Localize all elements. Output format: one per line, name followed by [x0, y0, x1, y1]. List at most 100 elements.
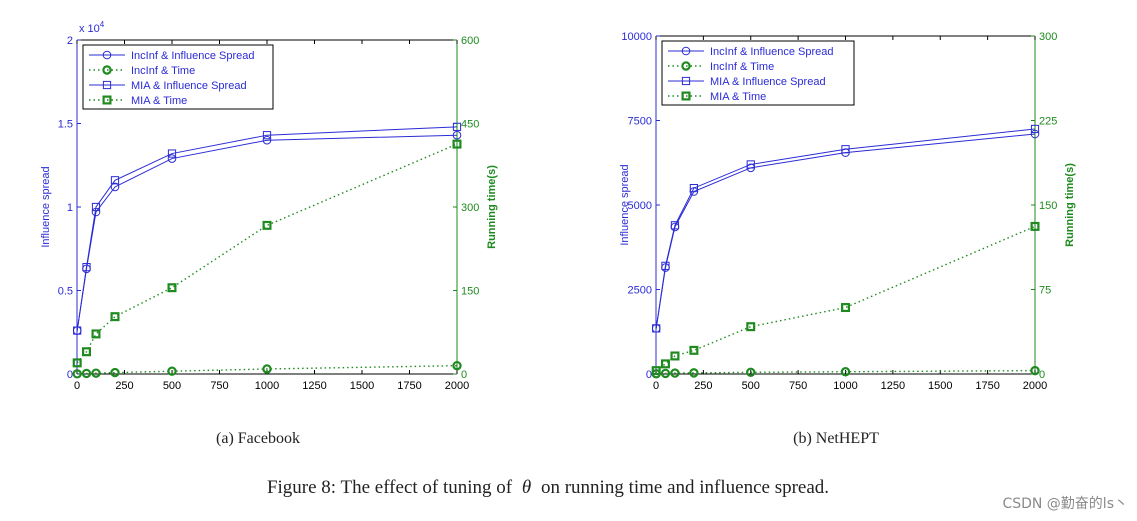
data-point — [91, 202, 101, 212]
data-point — [452, 139, 462, 149]
legend-marker — [681, 91, 691, 101]
x-tick-label: 1750 — [397, 380, 421, 392]
data-point — [81, 347, 91, 357]
data-point — [1030, 129, 1040, 139]
y-right-axis-label: Running time(s) — [1064, 163, 1076, 247]
series-line — [656, 369, 1036, 375]
series-incinf-influence-spread — [651, 129, 1040, 333]
data-point — [670, 221, 680, 230]
data-point — [746, 160, 755, 169]
data-point — [670, 368, 680, 378]
data-point — [660, 359, 670, 369]
series-mia-influence-spread — [73, 122, 462, 335]
data-point — [689, 368, 699, 378]
y-left-tick-label: 10000 — [621, 31, 652, 43]
series-line — [655, 225, 1036, 372]
legend-label: MIA & Time — [710, 91, 766, 103]
y-right-tick-label: 450 — [461, 119, 479, 131]
x-tick-label: 2000 — [1023, 380, 1047, 392]
legend-label: IncInf & Influence Spread — [710, 46, 834, 58]
chart-facebook: 0 250 500 750 1000 1250 1500 1750 200000.511.520… — [40, 20, 498, 392]
data-point — [262, 364, 272, 374]
y-right-tick-label: 150 — [1039, 200, 1057, 212]
series-incinf-influence-spread — [72, 130, 462, 335]
legend-label: MIA & Influence Spread — [710, 76, 826, 88]
y-left-tick-label: 0.5 — [58, 286, 73, 298]
x-tick-label: 1000 — [255, 380, 279, 392]
data-point — [167, 366, 177, 376]
legend-marker — [681, 46, 691, 56]
figure-caption-suffix: on running time and influence spread. — [541, 477, 829, 498]
watermark: CSDN @勤奋的ls丶 — [1002, 496, 1128, 512]
y-left-tick-label: 1 — [67, 202, 73, 214]
x-tick-label: 500 — [163, 380, 181, 392]
legend: IncInf & Influence Spread IncInf & Time MI… — [82, 44, 274, 110]
legend-marker — [102, 65, 112, 75]
y-left-tick-label: 1.5 — [58, 119, 73, 131]
data-point — [91, 368, 101, 378]
subcaption-nethept: (b) NetHEPT — [793, 430, 879, 447]
legend-label: MIA & Time — [131, 95, 187, 107]
x-tick-label: 750 — [210, 380, 228, 392]
data-point — [110, 182, 120, 192]
chart-nethept: 0 250 500 750 1000 1250 1500 1750 20000250050007… — [619, 31, 1076, 392]
y-right-axis-label: Running time(s) — [486, 165, 498, 249]
y-left-tick-label: 2500 — [628, 285, 652, 297]
x-tick-label: 1500 — [928, 380, 952, 392]
figure-caption: Figure 8: The effect of tuning of θ on r… — [267, 477, 829, 498]
x-tick-label: 250 — [694, 380, 712, 392]
y-right-tick-label: 225 — [1039, 116, 1057, 128]
data-point — [841, 145, 850, 154]
data-point — [73, 326, 82, 335]
data-point — [1030, 221, 1040, 231]
data-point — [660, 368, 671, 379]
data-point — [840, 303, 850, 313]
data-point — [1030, 124, 1040, 134]
y-left-tick-label: 2 — [67, 35, 73, 47]
x-tick-label: 2000 — [445, 380, 469, 392]
legend-label: IncInf & Time — [131, 65, 195, 77]
legend-box — [661, 40, 855, 106]
data-point — [72, 369, 82, 379]
x-tick-label: 0 — [653, 380, 659, 392]
x-tick-label: 500 — [742, 380, 760, 392]
series-line — [655, 128, 1036, 329]
y-left-tick-label: 7500 — [628, 116, 652, 128]
series-line — [76, 143, 458, 364]
series-line — [76, 134, 458, 331]
data-point — [82, 263, 91, 272]
data-point — [167, 283, 177, 293]
data-point — [91, 329, 101, 339]
y-left-multiplier-base: x 10 — [79, 23, 100, 35]
data-point — [452, 130, 462, 140]
data-point — [689, 184, 698, 193]
legend: IncInf & Influence Spread IncInf & Time MI… — [661, 40, 855, 106]
data-point — [452, 360, 462, 371]
y-right-tick-label: 300 — [461, 202, 479, 214]
x-tick-label: 750 — [789, 380, 807, 392]
legend-marker — [102, 95, 112, 105]
data-point — [840, 367, 851, 377]
data-point — [652, 324, 661, 333]
data-point — [746, 367, 756, 378]
figure-caption-symbol: θ — [522, 477, 531, 498]
data-point — [81, 368, 92, 379]
data-point — [651, 366, 661, 376]
figure-caption-prefix: Figure 8: The effect of tuning of — [267, 477, 513, 498]
data-point — [661, 261, 670, 270]
legend-label: IncInf & Time — [710, 61, 774, 73]
legend-marker — [102, 80, 112, 90]
series-line — [76, 126, 458, 331]
legend-marker — [681, 61, 691, 71]
y-left-axis-label: Influence spread — [619, 164, 631, 245]
x-tick-label: 250 — [115, 380, 133, 392]
y-right-tick-label: 150 — [461, 286, 479, 298]
legend-label: IncInf & Influence Spread — [131, 50, 255, 62]
data-point — [167, 149, 177, 158]
series-line — [77, 364, 458, 375]
y-right-tick-label: 0 — [1039, 369, 1045, 381]
data-point — [262, 220, 272, 230]
series-mia-time — [72, 139, 462, 368]
y-left-tick-label: 5000 — [628, 200, 652, 212]
